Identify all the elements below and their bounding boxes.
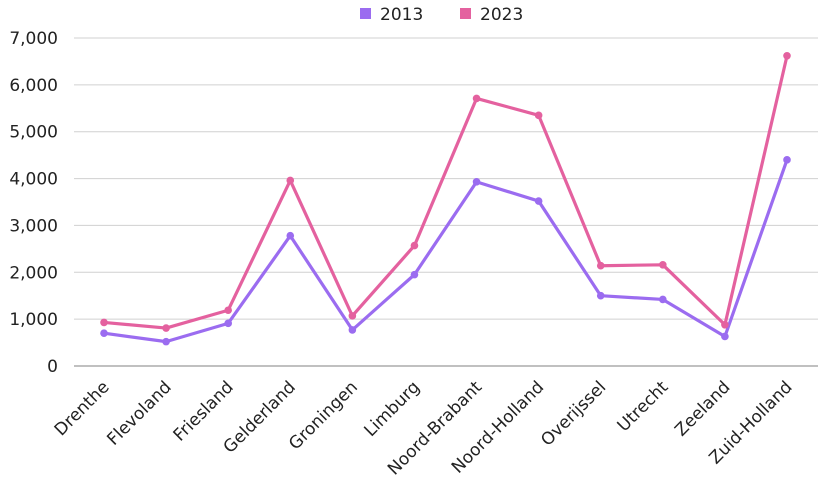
x-tick-label: Overijssel: [537, 377, 610, 450]
y-tick-label: 3,000: [9, 216, 58, 236]
data-point: [100, 318, 108, 327]
data-point: [659, 295, 667, 304]
x-tick-label: Flevoland: [103, 377, 175, 449]
legend-label: 2013: [380, 5, 423, 25]
data-point: [783, 156, 791, 164]
y-tick-label: 2,000: [9, 263, 58, 283]
data-point: [348, 312, 357, 320]
grid-lines: [74, 37, 818, 367]
data-point: [472, 178, 481, 186]
y-tick-label: 5,000: [9, 123, 58, 143]
y-tick-label: 4,000: [9, 170, 58, 190]
y-tick-label: 6,000: [9, 76, 58, 96]
data-point: [286, 231, 295, 240]
legend-item: 2023: [460, 5, 523, 25]
data-point: [534, 111, 543, 120]
legend-swatch: [460, 8, 471, 19]
data-point: [162, 324, 170, 332]
x-tick-label: Utrecht: [614, 377, 673, 436]
data-point: [783, 52, 791, 60]
y-tick-label: 0: [47, 357, 58, 377]
data-point: [472, 94, 481, 103]
series-line: [102, 54, 789, 330]
legend: 2013 2023: [360, 5, 523, 25]
y-axis-ticks: 0 1,000 2,000 3,000 4,000 5,000 6,000 7,000: [9, 29, 58, 377]
legend-label: 2023: [480, 5, 523, 25]
data-point: [721, 332, 729, 341]
y-tick-label: 7,000: [9, 29, 58, 49]
x-axis-ticks: DrentheFlevolandFrieslandGelderlandGroni…: [51, 377, 797, 479]
series-line: [102, 158, 789, 344]
data-point: [224, 306, 232, 315]
data-point: [410, 270, 419, 279]
data-point: [162, 337, 170, 346]
series-2013: [100, 156, 791, 346]
x-tick-label: Zeeland: [671, 377, 734, 440]
x-tick-label: Drenthe: [51, 377, 114, 440]
data-point: [534, 197, 543, 205]
y-tick-label: 1,000: [9, 310, 58, 330]
x-tick-label: Limburg: [360, 377, 424, 441]
data-point: [100, 329, 108, 338]
data-point: [410, 241, 419, 250]
data-point: [596, 291, 605, 300]
data-point: [721, 320, 729, 329]
data-point: [596, 261, 605, 270]
series-lines: [100, 52, 791, 346]
legend-swatch: [360, 8, 371, 19]
legend-item: 2013: [360, 5, 423, 25]
data-point: [224, 319, 232, 328]
data-point: [659, 260, 667, 269]
series-2023: [100, 52, 791, 332]
data-point: [286, 176, 295, 185]
data-point: [348, 326, 357, 334]
